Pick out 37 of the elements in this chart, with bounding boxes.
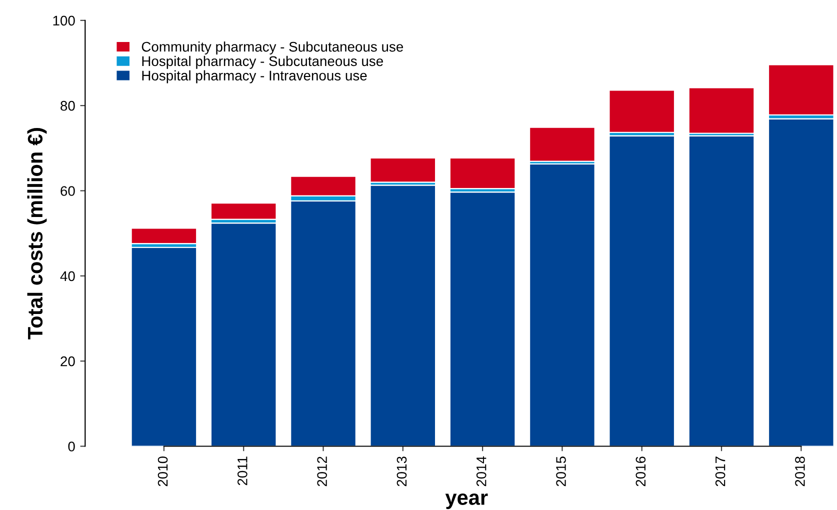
y-tick-label: 100	[53, 16, 75, 26]
x-tick-label: 2016	[636, 456, 646, 486]
bar	[210, 222, 277, 446]
bar	[608, 135, 676, 446]
bar	[210, 202, 277, 220]
legend-label: Hospital pharmacy - Intravenous use	[142, 70, 367, 84]
bar	[449, 191, 516, 446]
y-tick-label: 20	[60, 356, 75, 366]
x-tick-label: 2010	[158, 456, 168, 486]
bar	[528, 163, 596, 446]
bar	[608, 90, 676, 133]
x-axis-title: year	[445, 494, 488, 510]
y-axis-title: Total costs (million €)	[27, 128, 47, 340]
y-tick-label: 0	[68, 442, 75, 452]
x-tick-label: 2017	[715, 456, 726, 486]
bar	[130, 246, 198, 446]
y-tick-label: 80	[60, 100, 75, 111]
x-tick-label: 2018	[795, 456, 805, 486]
bar	[290, 200, 356, 446]
x-tick-label: 2014	[476, 456, 486, 486]
bar	[768, 64, 834, 116]
y-tick-label: 40	[60, 271, 75, 282]
x-tick-label: 2015	[556, 456, 566, 486]
legend-label: Hospital pharmacy - Subcutaneous use	[142, 56, 383, 69]
bar	[688, 87, 755, 134]
x-tick-label: 2011	[238, 456, 248, 486]
bar	[370, 184, 436, 446]
y-tick-label: 60	[60, 186, 75, 196]
bar	[688, 135, 755, 446]
bar	[528, 126, 596, 162]
bar	[449, 157, 516, 190]
x-tick-label: 2012	[317, 456, 327, 486]
bar	[130, 228, 198, 244]
x-tick-label: 2013	[396, 456, 407, 486]
bar	[370, 157, 436, 183]
legend-label: Community pharmacy - Subcutaneous use	[142, 41, 404, 54]
bar	[768, 118, 834, 446]
